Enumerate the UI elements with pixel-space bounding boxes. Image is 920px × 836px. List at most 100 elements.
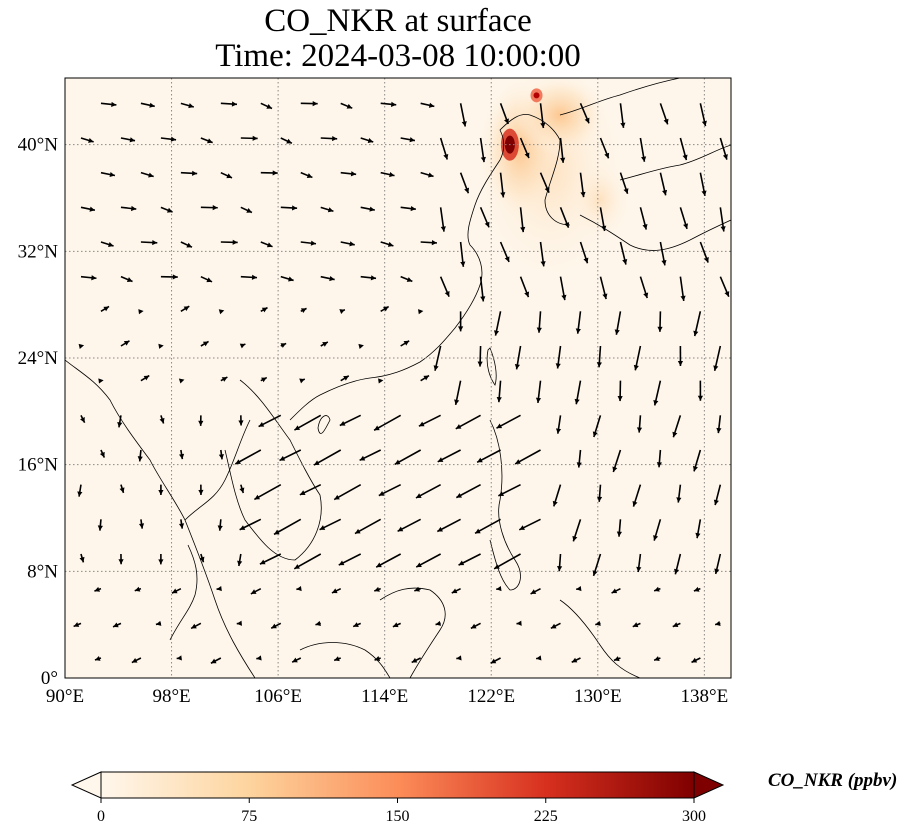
wind-arrow (713, 484, 722, 506)
wind-arrow (639, 207, 648, 230)
wind-arrow (415, 483, 442, 499)
wind-arrow (498, 483, 521, 497)
wind-arrow (140, 102, 155, 108)
wind-arrow (639, 276, 649, 299)
wind-arrow (659, 172, 668, 196)
wind-arrow (97, 519, 103, 531)
wind-arrow (291, 657, 302, 663)
wind-arrow (693, 311, 702, 337)
wind-arrow (79, 553, 85, 563)
wind-arrow (695, 519, 702, 539)
wind-arrow (315, 620, 321, 626)
wind-arrow (499, 103, 509, 125)
wind-arrow (236, 620, 242, 626)
wind-arrow (535, 380, 542, 403)
wind-arrow (392, 622, 401, 628)
colorbar-tick-label: 150 (386, 808, 410, 825)
wind-arrow (171, 587, 182, 594)
wind-arrow (94, 586, 102, 592)
wind-arrow (496, 380, 502, 403)
wind-arrow (296, 586, 302, 592)
wind-arrow (320, 135, 338, 142)
wind-arrow (155, 620, 162, 626)
wind-arrow (80, 137, 94, 143)
wind-arrow (530, 587, 541, 595)
wind-arrow (619, 241, 628, 265)
wind-arrow (374, 586, 381, 592)
lat-tick-label: 32°N (18, 241, 59, 262)
colorbar-tick-label: 75 (241, 808, 257, 825)
wind-arrow (180, 170, 198, 176)
wind-arrow (360, 275, 377, 281)
wind-arrow (313, 449, 342, 466)
wind-arrow (479, 276, 486, 302)
wind-arrow (659, 241, 667, 266)
wind-arrow (518, 518, 541, 531)
wind-arrow (734, 381, 741, 405)
wind-arrow (676, 484, 682, 503)
wind-arrow (340, 171, 357, 177)
lon-tick-label: 138°E (681, 686, 729, 707)
lat-tick-label: 0° (41, 668, 58, 689)
wind-arrow (514, 345, 522, 370)
wind-arrow (118, 553, 124, 565)
wind-arrow (595, 620, 601, 626)
colorbar-body (100, 771, 695, 799)
wind-arrow (579, 103, 590, 124)
wind-arrow (240, 274, 258, 280)
wind-arrow (260, 306, 268, 313)
wind-arrow (218, 309, 225, 315)
wind-arrow (216, 586, 222, 592)
wind-arrow (331, 587, 342, 594)
wind-arrow (740, 242, 745, 267)
colorbar-tick-label: 225 (534, 808, 558, 825)
wind-arrow (653, 586, 661, 592)
wind-arrow (260, 170, 278, 176)
lon-tick-label: 122°E (467, 686, 515, 707)
wind-arrow (338, 553, 362, 566)
wind-arrow (220, 376, 228, 382)
wind-arrow (239, 343, 246, 349)
wind-arrow (732, 588, 741, 593)
wind-arrow (459, 103, 467, 127)
wind-arrow (198, 415, 204, 426)
wind-arrow (158, 484, 164, 496)
wind-arrow (455, 414, 481, 430)
wind-arrow (679, 207, 689, 230)
wind-arrow (358, 343, 364, 349)
wind-arrow (516, 620, 522, 626)
wind-arrow (536, 311, 542, 333)
wind-arrow (250, 587, 262, 595)
wind-arrow (378, 483, 402, 497)
wind-arrow (420, 102, 435, 108)
wind-arrow (220, 101, 238, 107)
wind-arrow (599, 137, 610, 159)
wind-arrow (420, 240, 437, 246)
wind-arrow (474, 518, 501, 535)
wind-arrow (617, 380, 623, 402)
wind-arrow (294, 414, 322, 431)
wind-arrow (256, 655, 262, 661)
wind-arrow (699, 103, 707, 127)
wind-arrow (454, 380, 462, 406)
wind-arrow (120, 340, 130, 347)
wind-arrow (699, 172, 707, 197)
wind-arrow (240, 206, 253, 214)
wind-arrow (418, 414, 441, 427)
wind-arrow (253, 483, 282, 501)
wind-arrow (339, 308, 346, 314)
wind-arrow (178, 449, 185, 460)
colorbar-tick-label: 0 (97, 808, 105, 825)
wind-arrow (220, 239, 238, 245)
wind-arrow (415, 553, 442, 568)
wind-arrow (436, 518, 461, 533)
wind-arrow (119, 484, 125, 494)
wind-arrow (735, 450, 740, 469)
wind-arrow (200, 205, 218, 211)
colorbar-extend-max (693, 771, 725, 799)
wind-arrow (140, 374, 150, 382)
wind-arrow (674, 553, 682, 575)
wind-arrow (659, 103, 669, 125)
wind-arrow (374, 656, 381, 661)
wind-arrow (596, 345, 602, 368)
